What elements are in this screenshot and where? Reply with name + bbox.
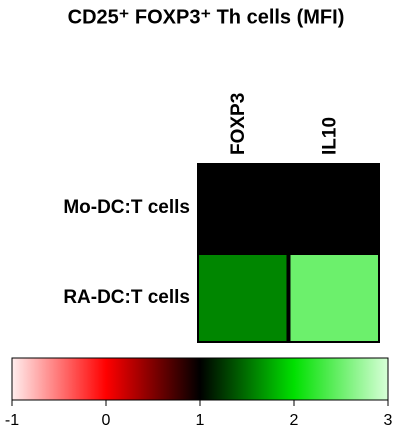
key-tick-label: 0: [102, 412, 111, 429]
color-key: [11, 357, 389, 401]
key-tick-label: 2: [290, 412, 299, 429]
key-tick-label: 3: [384, 412, 393, 429]
chart-title: CD25⁺ FOXP3⁺ Th cells (MFI): [68, 6, 345, 28]
column-label: IL10: [319, 117, 340, 155]
heatmap-cell: [290, 165, 378, 251]
key-tick-label: 1: [196, 412, 205, 429]
heatmap-cell: [199, 255, 287, 341]
heatmap-cell: [290, 255, 378, 341]
heatmap-cell: [199, 165, 287, 251]
row-label: Mo-DC:T cells: [63, 197, 190, 218]
row-label: RA-DC:T cells: [63, 287, 190, 308]
key-tick-label: -1: [5, 412, 19, 429]
column-label: FOXP3: [228, 93, 249, 155]
